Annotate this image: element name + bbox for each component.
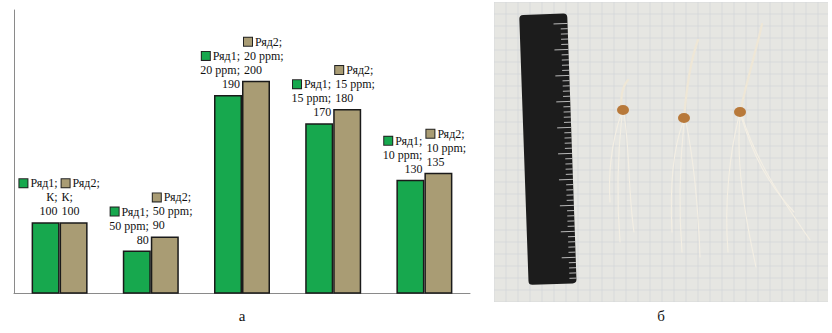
svg-text:Ряд2;: Ряд2;	[252, 35, 282, 49]
svg-text:К;: К;	[62, 190, 73, 204]
svg-text:15 ppm;: 15 ppm;	[335, 77, 375, 91]
svg-text:15 ppm;: 15 ppm;	[292, 91, 332, 105]
svg-text:50 ppm;: 50 ppm;	[109, 219, 149, 233]
svg-text:200: 200	[244, 63, 262, 77]
svg-text:10 ppm;: 10 ppm;	[383, 148, 423, 162]
svg-text:Ряд2;: Ряд2;	[434, 127, 464, 141]
svg-text:20 ppm;: 20 ppm;	[244, 49, 284, 63]
svg-text:90: 90	[153, 218, 165, 232]
svg-text:Ряд2;: Ряд2;	[343, 63, 373, 77]
svg-text:Ряд1;: Ряд1;	[301, 77, 331, 91]
svg-text:Ряд1;: Ряд1;	[210, 49, 240, 63]
svg-text:К;: К;	[46, 190, 57, 204]
svg-text:100: 100	[40, 204, 58, 218]
svg-text:100: 100	[62, 204, 80, 218]
html-text:б: б	[657, 308, 665, 324]
svg-text:80: 80	[137, 233, 149, 247]
svg-text:170: 170	[313, 105, 331, 119]
svg-text:10 ppm;: 10 ppm;	[426, 141, 466, 155]
svg-text:Ряд1;: Ряд1;	[119, 205, 149, 219]
html-text:а: а	[238, 308, 246, 324]
svg-text:Ряд2;: Ряд2;	[70, 176, 100, 190]
svg-text:20 ppm;: 20 ppm;	[200, 63, 240, 77]
svg-text:Ряд1;: Ряд1;	[27, 176, 57, 190]
svg-text:Ряд1;: Ряд1;	[392, 134, 422, 148]
svg-text:Ряд2;: Ряд2;	[161, 190, 191, 204]
svg-text:130: 130	[404, 162, 422, 176]
svg-text:50 ppm;: 50 ppm;	[153, 204, 193, 218]
svg-text:180: 180	[335, 91, 353, 105]
svg-text:190: 190	[222, 77, 240, 91]
svg-text:135: 135	[426, 155, 444, 169]
